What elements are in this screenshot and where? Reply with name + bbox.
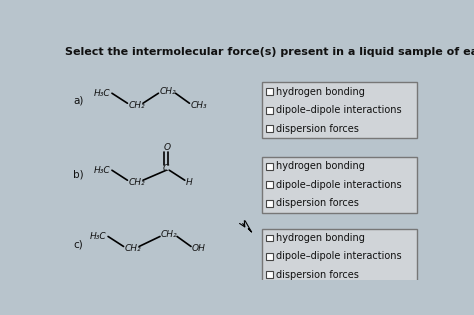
Text: H₃C: H₃C [94, 166, 111, 175]
Bar [266, 253, 273, 260]
Text: hydrogen bonding: hydrogen bonding [276, 161, 365, 171]
Text: hydrogen bonding: hydrogen bonding [276, 233, 365, 243]
Text: hydrogen bonding: hydrogen bonding [276, 87, 365, 97]
Text: C: C [163, 164, 169, 173]
Bar [262, 157, 417, 213]
Text: CH₂: CH₂ [128, 178, 145, 187]
Text: CH₂: CH₂ [124, 244, 141, 253]
Text: dispersion forces: dispersion forces [276, 270, 359, 280]
Text: O: O [164, 143, 171, 152]
Bar [266, 200, 273, 207]
Bar [266, 181, 273, 188]
Text: dipole–dipole interactions: dipole–dipole interactions [276, 180, 402, 190]
Text: H₃C: H₃C [94, 89, 111, 98]
Bar [266, 163, 273, 170]
Bar [266, 125, 273, 132]
Text: CH₃: CH₃ [190, 101, 207, 110]
Text: b): b) [73, 170, 84, 180]
Text: H₃C: H₃C [90, 232, 107, 241]
Text: a): a) [73, 96, 83, 106]
Text: CH₂: CH₂ [128, 101, 145, 110]
Text: Select the intermolecular force(s) present in a liquid sample of each compound.: Select the intermolecular force(s) prese… [65, 47, 474, 57]
Text: dispersion forces: dispersion forces [276, 198, 359, 208]
Bar [266, 235, 273, 242]
Text: H: H [186, 178, 192, 187]
Text: dipole–dipole interactions: dipole–dipole interactions [276, 251, 402, 261]
Text: c): c) [73, 239, 83, 249]
Bar [262, 229, 417, 284]
Text: OH: OH [192, 244, 206, 253]
Text: CH₂: CH₂ [161, 230, 177, 239]
Text: dipole–dipole interactions: dipole–dipole interactions [276, 105, 402, 115]
Bar [266, 107, 273, 114]
Text: CH₂: CH₂ [159, 87, 176, 96]
Bar [266, 88, 273, 95]
Bar [262, 83, 417, 138]
Text: dispersion forces: dispersion forces [276, 124, 359, 134]
Bar [266, 272, 273, 278]
